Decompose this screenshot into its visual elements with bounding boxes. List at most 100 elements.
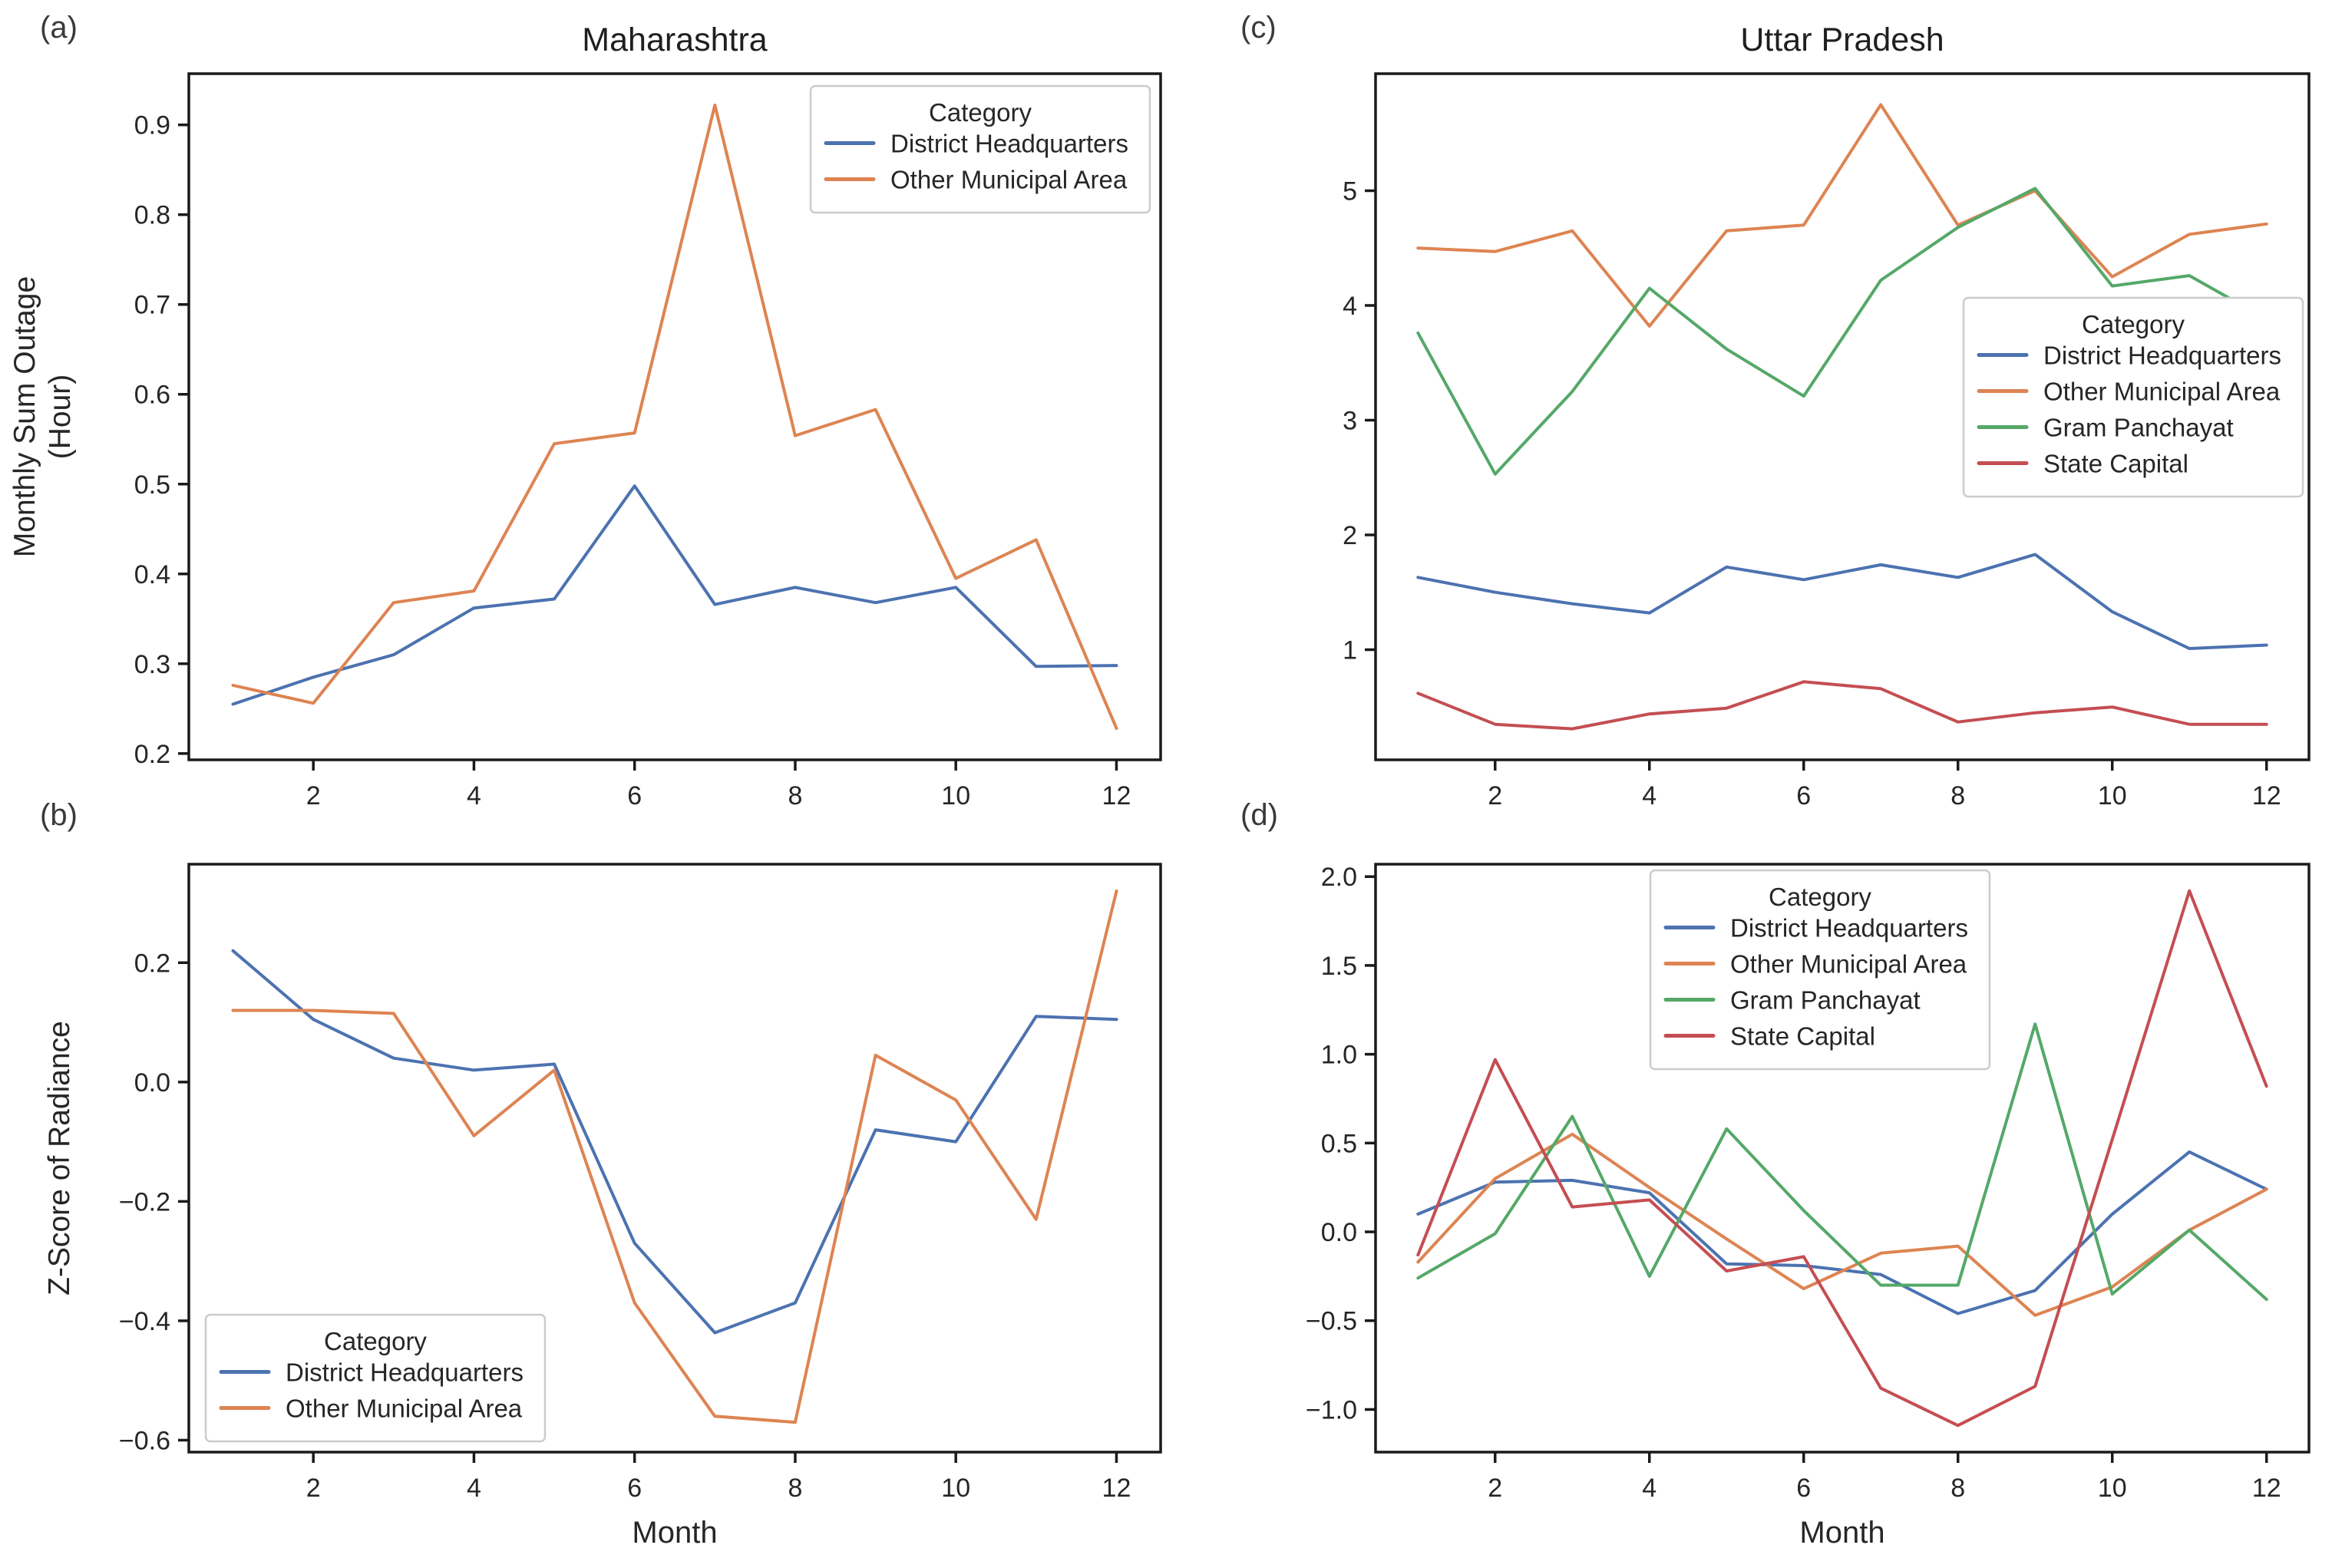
legend-box [1962, 296, 2304, 498]
y-tick-label: 0.8 [134, 201, 170, 230]
x-tick-label: 12 [1102, 781, 1131, 810]
y-tick-label: 0.0 [1321, 1218, 1357, 1247]
panel-a-axes-frame [187, 72, 1162, 761]
x-tick-label: 4 [467, 1474, 481, 1503]
x-tick-label: 2 [1488, 1474, 1502, 1503]
x-tick-label: 12 [2252, 1474, 2281, 1503]
x-tick-label: 2 [1488, 781, 1502, 810]
x-tick-label: 6 [1796, 781, 1811, 810]
legend-label-district-headquarters: District Headquarters [2043, 342, 2281, 370]
x-tick-label: 4 [1642, 1474, 1657, 1503]
legend-label-district-headquarters: District Headquarters [286, 1358, 524, 1387]
panel-b-label: (b) [40, 798, 78, 832]
y-tick-label: 2 [1343, 521, 1357, 550]
y-tick-label: 2.0 [1321, 863, 1357, 892]
y-tick-label: −0.2 [119, 1187, 170, 1216]
x-tick-label: 6 [627, 1474, 642, 1503]
panel-d-legend: Category District Headquarters Other Munic… [1649, 869, 1991, 1071]
panel-a-ylabel-line1: Monthly Sum Outage [8, 276, 41, 558]
y-tick-label: −0.4 [119, 1307, 170, 1336]
x-tick-label: 2 [306, 1474, 321, 1503]
legend-label-other-municipal-area: Other Municipal Area [286, 1395, 523, 1423]
panel-d-xlabel: Month [1799, 1516, 1885, 1550]
y-tick-label: 0.7 [134, 291, 170, 320]
y-tick-label: −0.5 [1306, 1307, 1357, 1336]
y-tick-label: 0.0 [134, 1068, 170, 1098]
legend-box [1649, 869, 1991, 1071]
panel-a-legend: Category District Headquarters Other Munic… [809, 84, 1151, 214]
series-line-gram-panchayat [1416, 187, 2268, 476]
y-tick-label: −0.6 [119, 1426, 170, 1455]
series-line-state-capital [1416, 680, 2268, 731]
series-line-other-municipal-area [1416, 1132, 2268, 1317]
y-tick-label: 1.5 [1321, 952, 1357, 981]
x-tick-label: 12 [2252, 781, 2281, 810]
series-line-other-municipal-area [231, 104, 1118, 730]
legend-label-other-municipal-area: Other Municipal Area [1730, 950, 1967, 979]
x-tick-label: 8 [788, 1474, 802, 1503]
y-tick-label: 0.6 [134, 381, 170, 410]
panel-c-label: (c) [1240, 11, 1277, 45]
panel-b: 2 4 6 8 10 12 0.2 0.0 −0.2 −0.4 −0.6 Category Distri… [119, 863, 1162, 1503]
panel-b-axes-frame [187, 863, 1162, 1454]
y-tick-label: 5 [1343, 177, 1357, 206]
panel-d: 2 4 6 8 10 12 2.0 1.5 1.0 0.5 0.0 −0.5 −1.0 Category D… [1306, 863, 2311, 1503]
panel-d-label: (d) [1240, 798, 1278, 832]
y-tick-label: 0.4 [134, 560, 170, 589]
panel-a: 2 4 6 8 10 12 0.9 0.8 0.7 0.6 0.5 0.4 0.3 0.2 Category… [134, 72, 1162, 810]
series-line-district-headquarters [231, 484, 1118, 706]
x-tick-label: 4 [467, 781, 481, 810]
y-tick-label: 0.2 [134, 949, 170, 978]
y-tick-label: 4 [1343, 292, 1357, 321]
legend-box [204, 1313, 547, 1443]
legend-label-gram-panchayat: Gram Panchayat [1730, 986, 1921, 1015]
x-tick-label: 2 [306, 781, 321, 810]
series-line-other-municipal-area [231, 890, 1118, 1424]
panel-c-axes-frame [1374, 72, 2311, 761]
legend-label-gram-panchayat: Gram Panchayat [2043, 414, 2234, 442]
panel-b-legend: Category District Headquarters Other Munic… [204, 1313, 547, 1443]
y-tick-label: 0.9 [134, 111, 170, 140]
series-line-district-headquarters [1416, 1150, 2268, 1315]
y-tick-label: −1.0 [1306, 1395, 1357, 1424]
legend-label-state-capital: State Capital [1730, 1022, 1875, 1051]
x-tick-label: 6 [1796, 1474, 1811, 1503]
legend-title: Category [2082, 310, 2185, 338]
y-tick-label: 1 [1343, 635, 1357, 665]
legend-label-district-headquarters: District Headquarters [1730, 914, 1968, 942]
panel-b-xlabel: Month [632, 1516, 718, 1550]
x-tick-label: 10 [2098, 781, 2127, 810]
x-tick-label: 10 [2098, 1474, 2127, 1503]
x-tick-label: 10 [941, 1474, 970, 1503]
x-tick-label: 12 [1102, 1474, 1131, 1503]
y-tick-label: 3 [1343, 406, 1357, 435]
y-tick-label: 0.3 [134, 650, 170, 679]
legend-label-other-municipal-area: Other Municipal Area [2043, 378, 2281, 406]
panel-c-legend: Category District Headquarters Other Munic… [1962, 296, 2304, 498]
legend-label-state-capital: State Capital [2043, 450, 2188, 478]
panel-b-ylabel-line1: Z-Score of Radiance [42, 1021, 76, 1296]
x-tick-label: 6 [627, 781, 642, 810]
x-tick-label: 8 [1950, 781, 1965, 810]
x-tick-label: 10 [941, 781, 970, 810]
panel-a-title: Maharashtra [582, 21, 768, 58]
x-tick-label: 8 [1950, 1474, 1965, 1503]
panel-c-title: Uttar Pradesh [1740, 21, 1944, 58]
legend-title: Category [324, 1327, 427, 1355]
legend-title: Category [1769, 883, 1871, 911]
y-tick-label: 0.2 [134, 740, 170, 769]
panel-d-axes-frame [1374, 863, 2311, 1454]
series-line-other-municipal-area [1416, 103, 2268, 328]
legend-box [809, 84, 1151, 214]
legend-label-other-municipal-area: Other Municipal Area [890, 166, 1128, 194]
y-tick-label: 0.5 [1321, 1129, 1357, 1158]
series-line-district-headquarters [1416, 553, 2268, 650]
y-tick-label: 1.0 [1321, 1041, 1357, 1070]
panel-a-ylabel-line2: (Hour) [44, 374, 77, 460]
series-line-gram-panchayat [1416, 1022, 2268, 1301]
legend-label-district-headquarters: District Headquarters [890, 130, 1128, 158]
x-tick-label: 4 [1642, 781, 1657, 810]
series-line-state-capital [1416, 889, 2268, 1428]
